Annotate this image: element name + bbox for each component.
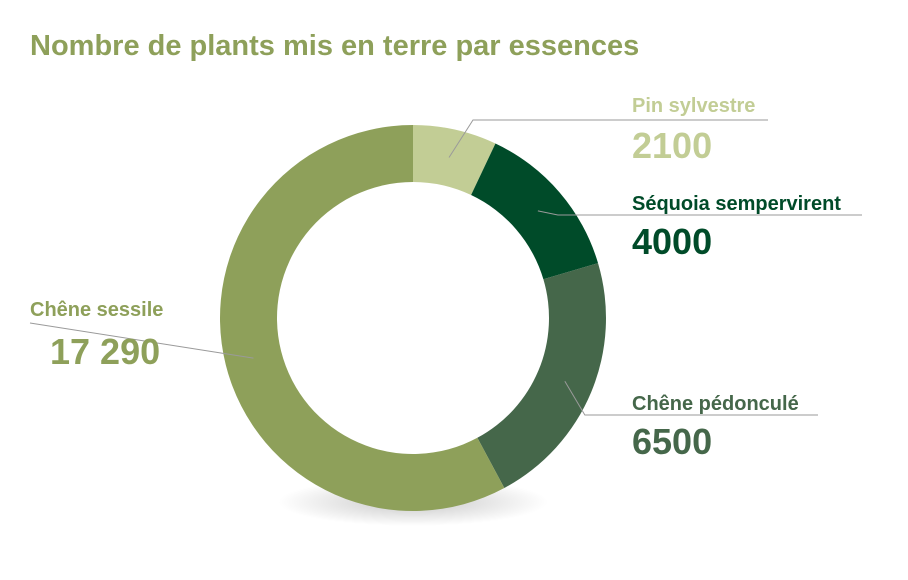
slice-pin-sylvestre bbox=[413, 125, 496, 196]
label-name-chene-sessile: Chêne sessile bbox=[30, 299, 163, 321]
slice-labels: Pin sylvestre 2100 Séquoia sempervirent 400… bbox=[30, 95, 841, 462]
label-value-chene-pedoncule: 6500 bbox=[632, 421, 712, 462]
slice-chene-sessile bbox=[220, 125, 505, 511]
chart-title: Nombre de plants mis en terre par essenc… bbox=[30, 30, 640, 62]
slice-chene-pedoncule bbox=[477, 263, 606, 489]
label-name-pin-sylvestre: Pin sylvestre bbox=[632, 95, 755, 117]
leader-lines bbox=[29, 119, 862, 416]
label-value-chene-sessile: 17 290 bbox=[50, 331, 160, 372]
leader-line-chene-sessile bbox=[29, 322, 254, 359]
slice-sequoia-sempervirent bbox=[471, 143, 599, 280]
label-value-sequoia-sempervirent: 4000 bbox=[632, 221, 712, 262]
label-name-chene-pedoncule: Chêne pédonculé bbox=[632, 393, 799, 415]
leader-line-pin-sylvestre bbox=[448, 119, 768, 158]
donut-slices bbox=[220, 125, 606, 511]
label-name-sequoia-sempervirent: Séquoia sempervirent bbox=[632, 193, 841, 215]
label-value-pin-sylvestre: 2100 bbox=[632, 125, 712, 166]
leader-line-sequoia-sempervirent bbox=[537, 210, 862, 216]
leader-line-chene-pedoncule bbox=[564, 380, 818, 416]
